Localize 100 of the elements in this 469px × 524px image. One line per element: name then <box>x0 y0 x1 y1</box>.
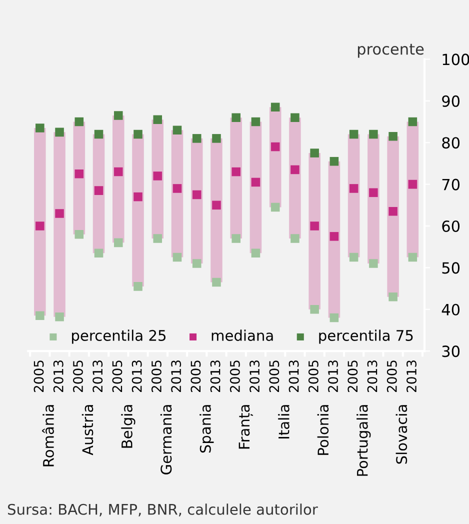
x-tick-label: 2013 <box>132 360 142 392</box>
legend-label: percentila 75 <box>319 330 413 344</box>
bar <box>368 134 380 264</box>
text: Spania <box>200 405 214 453</box>
point <box>74 117 84 126</box>
point <box>55 312 64 322</box>
point <box>388 292 398 302</box>
point <box>330 313 339 322</box>
point <box>251 117 260 126</box>
point <box>55 209 64 218</box>
x-tick-label: 2013 <box>92 360 103 392</box>
point <box>232 234 240 243</box>
bar <box>171 130 184 258</box>
point <box>153 172 162 180</box>
point <box>74 169 84 178</box>
x-tick-label: 2005 <box>112 360 122 392</box>
x-tick-label: 2005 <box>151 360 162 392</box>
point <box>134 282 142 291</box>
y-tick-label: 60 <box>442 220 460 232</box>
y-tick-label: 80 <box>442 137 460 149</box>
point <box>270 142 280 152</box>
point <box>310 148 319 158</box>
bar <box>348 134 360 258</box>
point <box>36 124 44 132</box>
point <box>349 252 358 262</box>
point <box>134 130 142 139</box>
y-tick-label: 40 <box>442 304 460 316</box>
point <box>251 178 260 187</box>
point <box>369 259 378 268</box>
point <box>192 259 202 268</box>
point <box>349 130 358 139</box>
point <box>408 180 418 189</box>
text: România <box>42 405 54 466</box>
point <box>192 190 202 200</box>
bar <box>230 118 242 238</box>
bar <box>250 122 262 254</box>
bar <box>112 116 124 243</box>
x-tick-label: 2005 <box>386 360 397 392</box>
text: Sursa: BACH, MFP, BNR, calculele autorilor <box>8 504 318 516</box>
bar <box>406 122 419 258</box>
point <box>369 130 378 139</box>
x-tick-label: 2005 <box>190 360 201 392</box>
x-tick-label: 2013 <box>328 360 338 392</box>
point <box>94 248 104 258</box>
point <box>270 102 280 112</box>
bar <box>132 134 144 286</box>
text: Polonia <box>317 405 329 455</box>
point <box>408 117 418 126</box>
x-tick-label: 2013 <box>406 360 416 392</box>
bar <box>34 128 46 316</box>
point <box>212 200 221 210</box>
bar <box>210 138 222 282</box>
bar <box>387 136 399 297</box>
text: Slovacia <box>396 405 408 464</box>
text: Italia <box>278 405 290 438</box>
point <box>232 113 240 122</box>
x-tick-label: 2005 <box>348 360 358 392</box>
x-tick-label: 2013 <box>210 360 220 392</box>
point <box>330 232 339 241</box>
point <box>153 234 162 243</box>
y-tick-label: 90 <box>442 95 460 107</box>
text: Belgia <box>121 405 136 448</box>
point <box>172 184 182 193</box>
y-tick-label: 50 <box>442 262 460 274</box>
y-tick-label: 30 <box>442 346 460 358</box>
x-tick-label: 2013 <box>288 360 299 392</box>
point <box>251 248 260 258</box>
point <box>212 134 221 143</box>
x-tick-label: 2013 <box>367 360 378 392</box>
point <box>388 132 398 141</box>
x-tick-label: 2013 <box>53 360 64 392</box>
text: Germania <box>160 405 172 474</box>
x-tick-label: 2013 <box>171 360 182 392</box>
point <box>212 278 221 287</box>
point <box>36 311 44 320</box>
x-tick-label: 2005 <box>73 360 83 392</box>
point <box>310 222 319 230</box>
text: Franța <box>238 405 253 449</box>
point <box>290 165 300 174</box>
bar <box>328 161 340 318</box>
y-tick-label: 70 <box>442 178 460 190</box>
point <box>74 230 84 239</box>
bar <box>190 138 203 264</box>
x-tick-label: 2005 <box>269 360 280 392</box>
point <box>349 184 358 193</box>
point <box>114 111 123 120</box>
x-tick-label: 2005 <box>34 360 44 392</box>
legend-label: mediana <box>212 330 273 341</box>
y-axis-title: procente <box>358 44 424 58</box>
legend-label: percentila 25 <box>72 330 166 344</box>
point <box>55 128 64 137</box>
point <box>290 234 300 243</box>
point <box>192 134 202 143</box>
point <box>388 207 398 216</box>
bar <box>54 132 66 317</box>
point <box>369 188 378 198</box>
point <box>94 130 104 139</box>
x-tick-label: 2013 <box>250 360 260 392</box>
point <box>290 113 300 122</box>
point <box>114 167 123 176</box>
